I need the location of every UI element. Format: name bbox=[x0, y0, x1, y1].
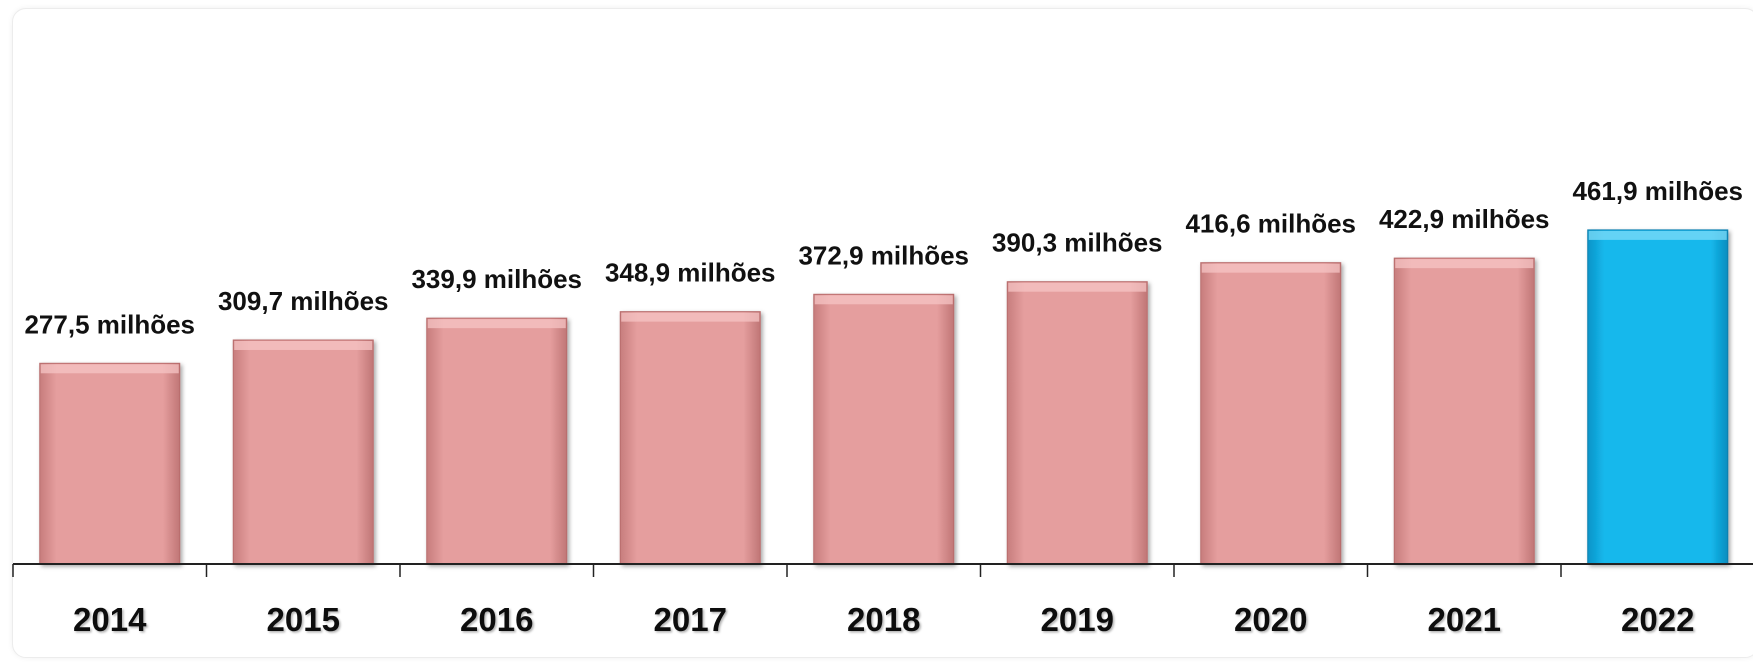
bar-bevel-2021 bbox=[1395, 259, 1534, 269]
bar-bevel-2016 bbox=[427, 319, 566, 329]
x-tick-label-2020: 2020 bbox=[1234, 601, 1307, 638]
bar-bevel-2015 bbox=[234, 340, 373, 350]
bar-2016 bbox=[426, 317, 568, 565]
bar-bevel-2022 bbox=[1588, 230, 1727, 240]
x-tick-label-2018: 2018 bbox=[847, 601, 920, 638]
data-label-2022: 461,9 milhões bbox=[1572, 176, 1743, 206]
bar-bevel-2018 bbox=[814, 295, 953, 305]
x-tick-label-2014: 2014 bbox=[73, 601, 147, 638]
bar-2017 bbox=[619, 311, 761, 565]
data-label-2019: 390,3 milhões bbox=[992, 228, 1163, 258]
x-tick-label-2022: 2022 bbox=[1621, 601, 1694, 638]
bar-2015 bbox=[232, 339, 374, 565]
x-tick-label-2017: 2017 bbox=[654, 601, 727, 638]
bar-2020 bbox=[1200, 262, 1342, 565]
data-label-2018: 372,9 milhões bbox=[798, 240, 969, 270]
data-label-2015: 309,7 milhões bbox=[218, 286, 389, 316]
data-label-2017: 348,9 milhões bbox=[605, 258, 776, 288]
x-tick-label-2019: 2019 bbox=[1041, 601, 1114, 638]
bar-2021 bbox=[1393, 257, 1535, 565]
bar-2018 bbox=[813, 293, 955, 565]
bar-bevel-2020 bbox=[1201, 263, 1340, 273]
data-label-2014: 277,5 milhões bbox=[24, 309, 195, 339]
x-tick-label-2021: 2021 bbox=[1428, 601, 1501, 638]
bar-2019 bbox=[1006, 281, 1148, 565]
data-label-2016: 339,9 milhões bbox=[411, 264, 582, 294]
x-tick-label-2016: 2016 bbox=[460, 601, 533, 638]
bar-bevel-2017 bbox=[621, 312, 760, 322]
data-label-2021: 422,9 milhões bbox=[1379, 204, 1550, 234]
x-tick-label-2015: 2015 bbox=[267, 601, 340, 638]
bar-bevel-2014 bbox=[40, 364, 179, 374]
bar-2014 bbox=[39, 362, 181, 565]
data-label-2020: 416,6 milhões bbox=[1185, 209, 1356, 239]
bar-2022 bbox=[1587, 229, 1729, 565]
bar-bevel-2019 bbox=[1008, 282, 1147, 292]
